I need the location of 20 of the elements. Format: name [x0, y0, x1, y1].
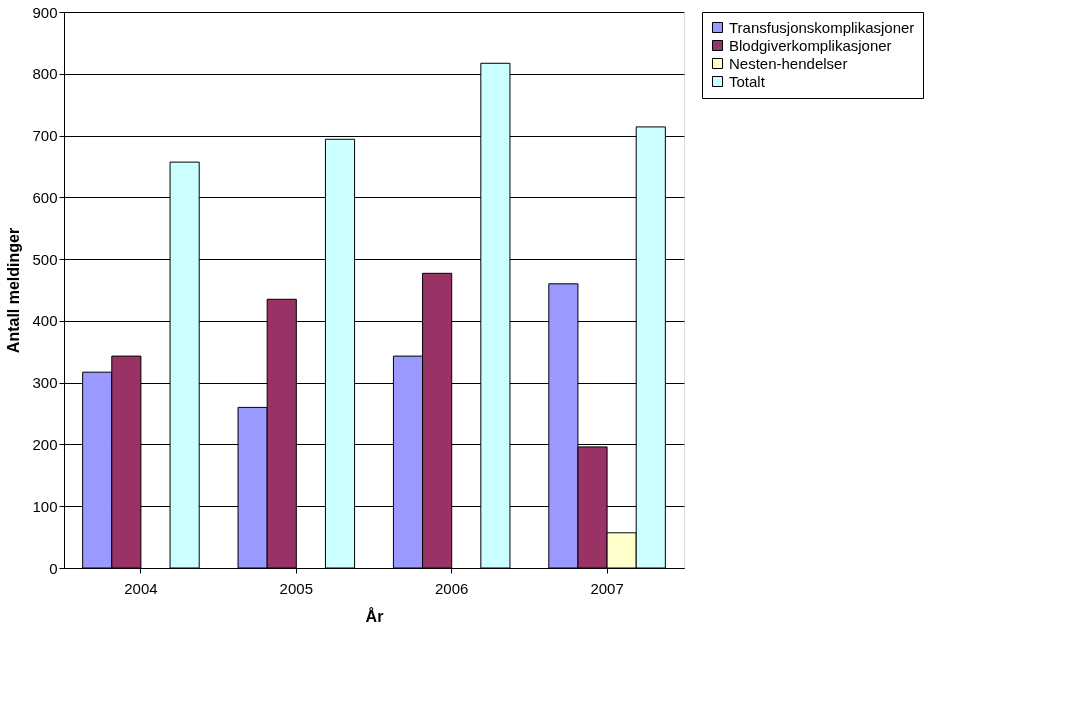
legend-label: Transfusjonskomplikasjoner	[729, 18, 915, 36]
y-tick-label: 600	[32, 188, 58, 206]
legend-label: Totalt	[729, 72, 766, 90]
x-tick-label: 2005	[279, 579, 313, 597]
legend-label: Blodgiverkomplikasjoner	[729, 36, 892, 54]
legend-label: Nesten-hendelser	[729, 54, 848, 72]
y-tick-label: 100	[32, 497, 58, 515]
y-axis-title: Antall meldinger	[5, 227, 23, 354]
x-axis-title: År	[365, 606, 384, 625]
y-tick-label: 500	[32, 250, 58, 268]
y-tick-label: 0	[49, 559, 58, 577]
y-tick-label: 700	[32, 127, 58, 145]
x-tick-label: 2004	[124, 579, 158, 597]
y-tick-label: 300	[32, 374, 58, 392]
y-tick-label: 200	[32, 435, 58, 453]
y-tick-label: 400	[32, 312, 58, 330]
y-tick-label: 800	[32, 65, 58, 83]
x-tick-label: 2007	[590, 579, 624, 597]
y-tick-label: 900	[32, 3, 58, 21]
x-tick-label: 2006	[435, 579, 469, 597]
